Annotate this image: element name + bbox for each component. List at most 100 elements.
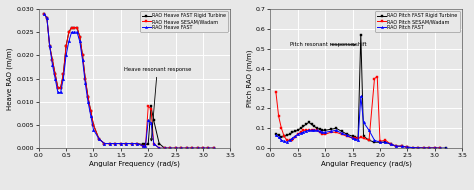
RAO Heave FAST (135, 142, 140, 145)
RAO Pitch FAST (328, 130, 334, 132)
Line: RAO Pitch FAST: RAO Pitch FAST (274, 95, 447, 150)
RAO Heave SESAM/Wadam (55, 87, 61, 89)
RAO Pitch FAST (383, 141, 388, 143)
RAO Pitch SESAM/Wadam (333, 131, 339, 133)
RAO Heave SESAM/Wadam (88, 110, 93, 112)
RAO Pitch FAST (399, 145, 405, 147)
RAO Heave FAST (47, 45, 53, 47)
RAO Pitch FAST (279, 139, 284, 141)
RAO Heave FAST Rigid Turbine (61, 73, 66, 75)
RAO Pitch FAST Rigid Turbine (303, 123, 309, 125)
Text: Pitch resonant response shift: Pitch resonant response shift (290, 42, 366, 47)
RAO Heave SESAM/Wadam (195, 147, 201, 149)
RAO Heave SESAM/Wadam (74, 26, 80, 29)
RAO Heave FAST Rigid Turbine (124, 142, 129, 145)
RAO Pitch SESAM/Wadam (355, 137, 361, 139)
RAO Pitch FAST Rigid Turbine (443, 147, 448, 149)
RAO Pitch FAST (358, 95, 364, 98)
RAO Heave SESAM/Wadam (96, 138, 102, 140)
RAO Heave FAST (124, 142, 129, 145)
RAO Pitch SESAM/Wadam (427, 147, 432, 149)
RAO Pitch SESAM/Wadam (388, 143, 394, 145)
RAO Pitch SESAM/Wadam (284, 139, 290, 141)
RAO Pitch FAST (298, 132, 303, 134)
RAO Heave FAST (118, 142, 124, 145)
RAO Heave FAST Rigid Turbine (129, 142, 135, 145)
RAO Heave FAST (146, 119, 151, 121)
RAO Heave FAST (206, 147, 211, 149)
RAO Heave SESAM/Wadam (101, 142, 107, 145)
Legend: RAO Pitch FAST Rigid Turbine, RAO Pitch SESAM/Wadam, RAO Pitch FAST: RAO Pitch FAST Rigid Turbine, RAO Pitch … (375, 11, 460, 32)
RAO Heave FAST Rigid Turbine (88, 110, 93, 112)
RAO Heave SESAM/Wadam (61, 73, 66, 75)
RAO Heave FAST (156, 147, 162, 149)
RAO Heave FAST Rigid Turbine (63, 45, 69, 47)
RAO Heave FAST (184, 147, 190, 149)
RAO Heave SESAM/Wadam (44, 17, 50, 19)
RAO Heave FAST Rigid Turbine (135, 142, 140, 145)
RAO Heave FAST Rigid Turbine (96, 138, 102, 140)
RAO Pitch FAST (303, 130, 309, 132)
RAO Pitch SESAM/Wadam (311, 129, 317, 131)
RAO Pitch FAST (290, 137, 295, 139)
RAO Pitch FAST Rigid Turbine (372, 141, 377, 143)
RAO Heave SESAM/Wadam (91, 124, 96, 126)
RAO Pitch FAST Rigid Turbine (344, 133, 350, 135)
RAO Heave FAST (80, 59, 85, 61)
RAO Pitch FAST (309, 129, 314, 131)
RAO Heave SESAM/Wadam (162, 147, 167, 149)
RAO Pitch SESAM/Wadam (374, 75, 380, 78)
RAO Pitch FAST Rigid Turbine (322, 129, 328, 131)
RAO Pitch FAST Rigid Turbine (292, 130, 298, 132)
RAO Pitch FAST Rigid Turbine (298, 127, 303, 129)
RAO Pitch FAST (421, 147, 427, 149)
RAO Pitch FAST Rigid Turbine (311, 125, 317, 127)
RAO Heave FAST Rigid Turbine (173, 147, 179, 149)
RAO Pitch FAST (319, 131, 325, 133)
RAO Pitch SESAM/Wadam (309, 129, 314, 131)
RAO Heave FAST Rigid Turbine (44, 17, 50, 19)
RAO Pitch SESAM/Wadam (339, 133, 345, 135)
RAO Heave FAST (211, 147, 217, 149)
RAO Pitch FAST Rigid Turbine (366, 139, 372, 141)
RAO Pitch FAST (427, 147, 432, 149)
X-axis label: Angular Frequency (rad/s): Angular Frequency (rad/s) (89, 161, 180, 167)
RAO Heave FAST Rigid Turbine (148, 105, 154, 108)
RAO Pitch SESAM/Wadam (322, 133, 328, 135)
RAO Pitch SESAM/Wadam (317, 131, 323, 133)
RAO Pitch FAST (393, 145, 399, 147)
RAO Pitch SESAM/Wadam (295, 133, 301, 135)
RAO Pitch FAST Rigid Turbine (421, 147, 427, 149)
RAO Heave FAST (167, 147, 173, 149)
RAO Heave FAST Rigid Turbine (80, 54, 85, 56)
RAO Pitch FAST Rigid Turbine (333, 127, 339, 129)
RAO Pitch SESAM/Wadam (421, 147, 427, 149)
RAO Heave SESAM/Wadam (72, 26, 77, 29)
RAO Heave SESAM/Wadam (211, 147, 217, 149)
RAO Pitch SESAM/Wadam (273, 91, 279, 94)
RAO Heave FAST Rigid Turbine (72, 26, 77, 29)
RAO Heave FAST Rigid Turbine (74, 26, 80, 29)
RAO Heave FAST Rigid Turbine (206, 147, 211, 149)
RAO Pitch FAST Rigid Turbine (295, 129, 301, 131)
RAO Heave SESAM/Wadam (148, 108, 154, 110)
RAO Heave FAST (50, 63, 55, 66)
RAO Heave FAST Rigid Turbine (52, 73, 58, 75)
RAO Heave SESAM/Wadam (167, 147, 173, 149)
RAO Heave FAST Rigid Turbine (184, 147, 190, 149)
RAO Pitch FAST (377, 141, 383, 143)
RAO Pitch SESAM/Wadam (353, 137, 358, 139)
RAO Pitch FAST (443, 147, 448, 149)
RAO Heave SESAM/Wadam (135, 142, 140, 145)
RAO Heave FAST Rigid Turbine (143, 143, 148, 146)
RAO Pitch FAST Rigid Turbine (353, 136, 358, 138)
RAO Heave SESAM/Wadam (80, 54, 85, 56)
RAO Heave FAST Rigid Turbine (58, 87, 64, 89)
RAO Heave SESAM/Wadam (173, 147, 179, 149)
RAO Pitch FAST (276, 136, 282, 138)
RAO Pitch FAST Rigid Turbine (393, 145, 399, 147)
RAO Heave FAST (178, 147, 184, 149)
RAO Pitch FAST (388, 143, 394, 145)
RAO Heave FAST (85, 101, 91, 103)
RAO Heave FAST (63, 54, 69, 56)
